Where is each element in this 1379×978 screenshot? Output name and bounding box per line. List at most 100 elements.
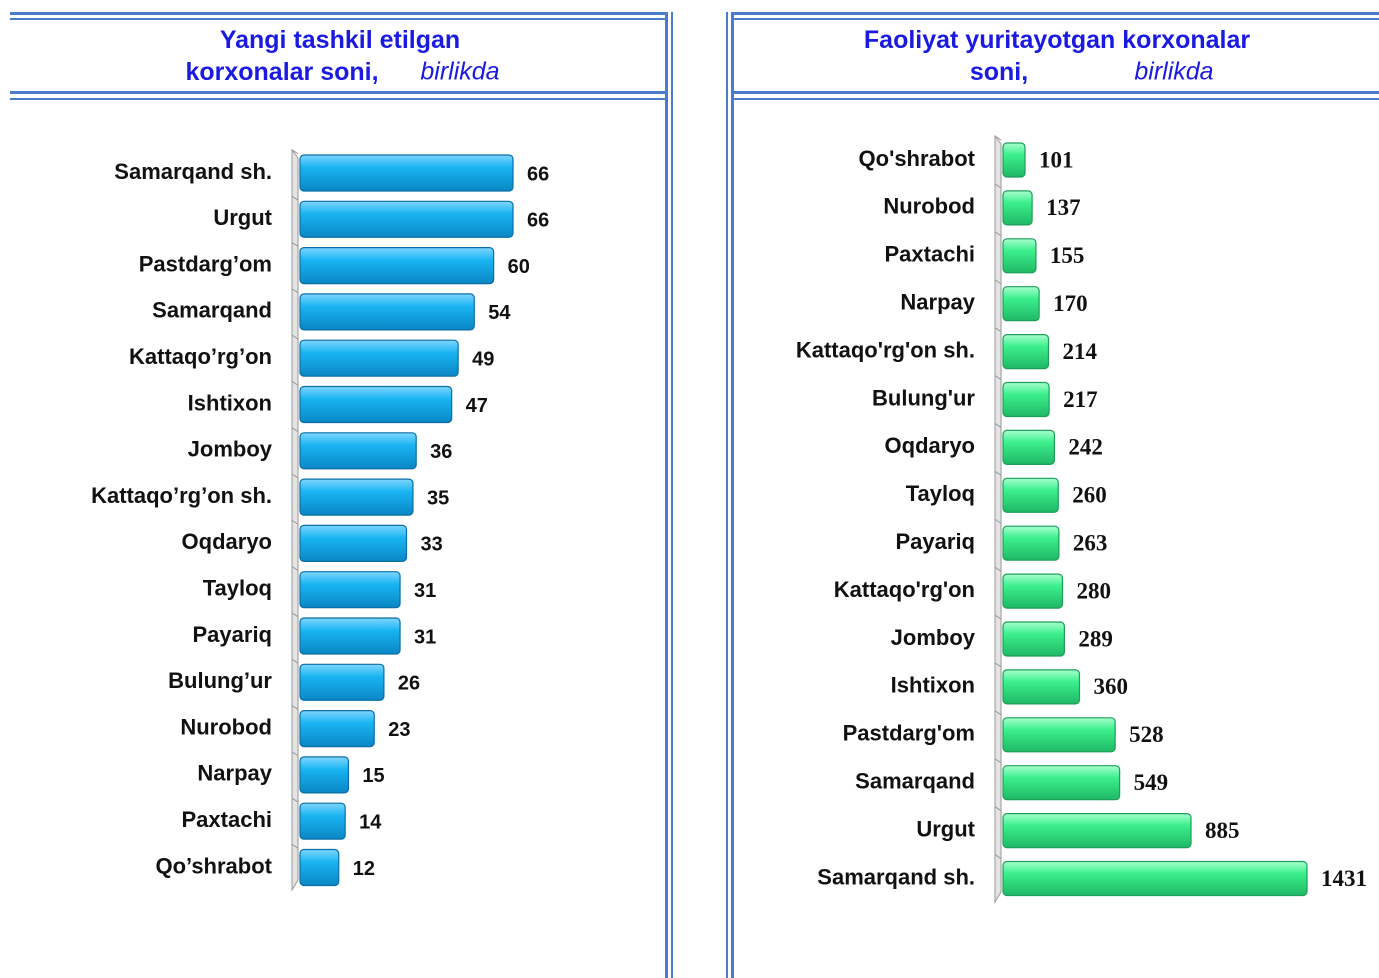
value-label: 23 <box>388 719 410 741</box>
axis-tick <box>994 423 1002 428</box>
category-label: Payariq <box>193 622 273 647</box>
value-label: 31 <box>414 626 436 648</box>
category-label: Kattaqo’rg’on sh. <box>91 483 272 508</box>
value-label: 263 <box>1073 530 1108 555</box>
bar <box>299 709 375 748</box>
axis-tick <box>291 195 299 201</box>
axis-tick <box>994 806 1002 812</box>
category-label: Urgut <box>213 205 272 230</box>
category-label: Narpay <box>900 290 975 315</box>
bar <box>299 756 350 794</box>
category-label: Oqdaryo <box>182 529 272 554</box>
value-label: 49 <box>472 348 494 370</box>
axis-tick <box>994 183 1002 189</box>
axis-tick <box>291 843 299 849</box>
axis-tick <box>291 751 299 757</box>
category-label: Ishtixon <box>891 673 975 698</box>
value-label: 260 <box>1072 483 1107 508</box>
axis-tick <box>291 566 299 571</box>
value-label: 214 <box>1062 339 1097 364</box>
value-label: 33 <box>421 534 443 556</box>
frame <box>10 12 1379 978</box>
value-label: 155 <box>1050 243 1085 268</box>
value-label: 137 <box>1046 195 1081 220</box>
value-label: 280 <box>1076 578 1111 603</box>
value-label: 47 <box>466 395 488 417</box>
category-label: Nurobod <box>180 714 272 739</box>
value-label: 549 <box>1134 770 1169 795</box>
axis-tick <box>994 279 1002 285</box>
category-label: Paxtachi <box>182 807 273 832</box>
bar <box>299 247 495 285</box>
category-label: Urgut <box>916 816 975 841</box>
category-label: Tayloq <box>203 576 272 601</box>
axis-tick <box>994 518 1002 524</box>
value-label: 217 <box>1063 387 1098 412</box>
axis-tick <box>291 149 299 155</box>
axis-tick <box>291 380 299 386</box>
axis-tick <box>994 231 1002 237</box>
axis-tick <box>994 710 1002 716</box>
bar <box>1002 334 1050 370</box>
chart-title-line: soni, <box>970 58 1028 86</box>
bar <box>299 663 385 701</box>
bar <box>1002 525 1060 561</box>
bar <box>1002 573 1064 609</box>
axis-tick <box>291 797 299 803</box>
chart-subtitle: birlikda <box>420 58 499 86</box>
category-label: Samarqand <box>855 769 975 794</box>
category-label: Kattaqo’rg’on <box>129 344 272 369</box>
category-label: Payariq <box>896 529 976 554</box>
value-label: 31 <box>414 580 436 602</box>
category-label: Jomboy <box>891 625 976 650</box>
value-label: 15 <box>362 765 384 787</box>
bar <box>299 617 401 655</box>
chart-title-line: korxonalar soni, <box>185 58 378 86</box>
axis-tick <box>994 470 1002 476</box>
axis-tick <box>291 334 299 340</box>
chart-subtitle: birlikda <box>1134 58 1213 86</box>
bar <box>299 848 340 887</box>
value-label: 289 <box>1078 626 1113 651</box>
category-label: Oqdaryo <box>885 433 975 458</box>
value-label: 242 <box>1068 435 1103 460</box>
axis-tick <box>994 854 1002 859</box>
axis-tick <box>291 427 299 433</box>
axis-tick <box>291 242 299 247</box>
bar <box>299 802 346 840</box>
axis-tick <box>994 758 1002 764</box>
axis-tick <box>994 135 1002 141</box>
bar <box>299 385 453 424</box>
bar <box>1002 429 1056 465</box>
bar <box>299 293 475 331</box>
axis-tick <box>291 519 299 525</box>
value-label: 12 <box>353 858 375 880</box>
category-label: Qo’shrabot <box>155 853 272 878</box>
value-label: 54 <box>488 302 511 324</box>
bar <box>1002 477 1059 513</box>
category-label: Bulung’ur <box>168 668 272 693</box>
bar <box>1002 190 1033 226</box>
axis-tick <box>994 566 1002 572</box>
axis-tick <box>291 658 299 664</box>
category-label: Pastdarg'om <box>843 721 975 746</box>
axis-tick <box>994 662 1002 668</box>
category-label: Pastdarg’om <box>139 251 272 276</box>
axis-tick <box>994 375 1002 380</box>
bar <box>1002 621 1065 657</box>
bar <box>299 478 414 516</box>
value-label: 101 <box>1039 147 1074 172</box>
bar <box>1002 669 1081 705</box>
value-label: 528 <box>1129 722 1164 747</box>
bar <box>1002 812 1192 849</box>
bar <box>299 339 459 377</box>
category-label: Samarqand sh. <box>817 864 975 889</box>
chart-title-line: Yangi tashkil etilgan <box>220 26 460 54</box>
value-label: 360 <box>1093 674 1128 699</box>
value-label: 170 <box>1053 291 1088 316</box>
value-label: 66 <box>527 163 549 185</box>
category-label: Samarqand <box>152 298 272 323</box>
bar <box>299 200 514 238</box>
category-label: Paxtachi <box>885 242 976 267</box>
value-label: 885 <box>1205 818 1240 843</box>
